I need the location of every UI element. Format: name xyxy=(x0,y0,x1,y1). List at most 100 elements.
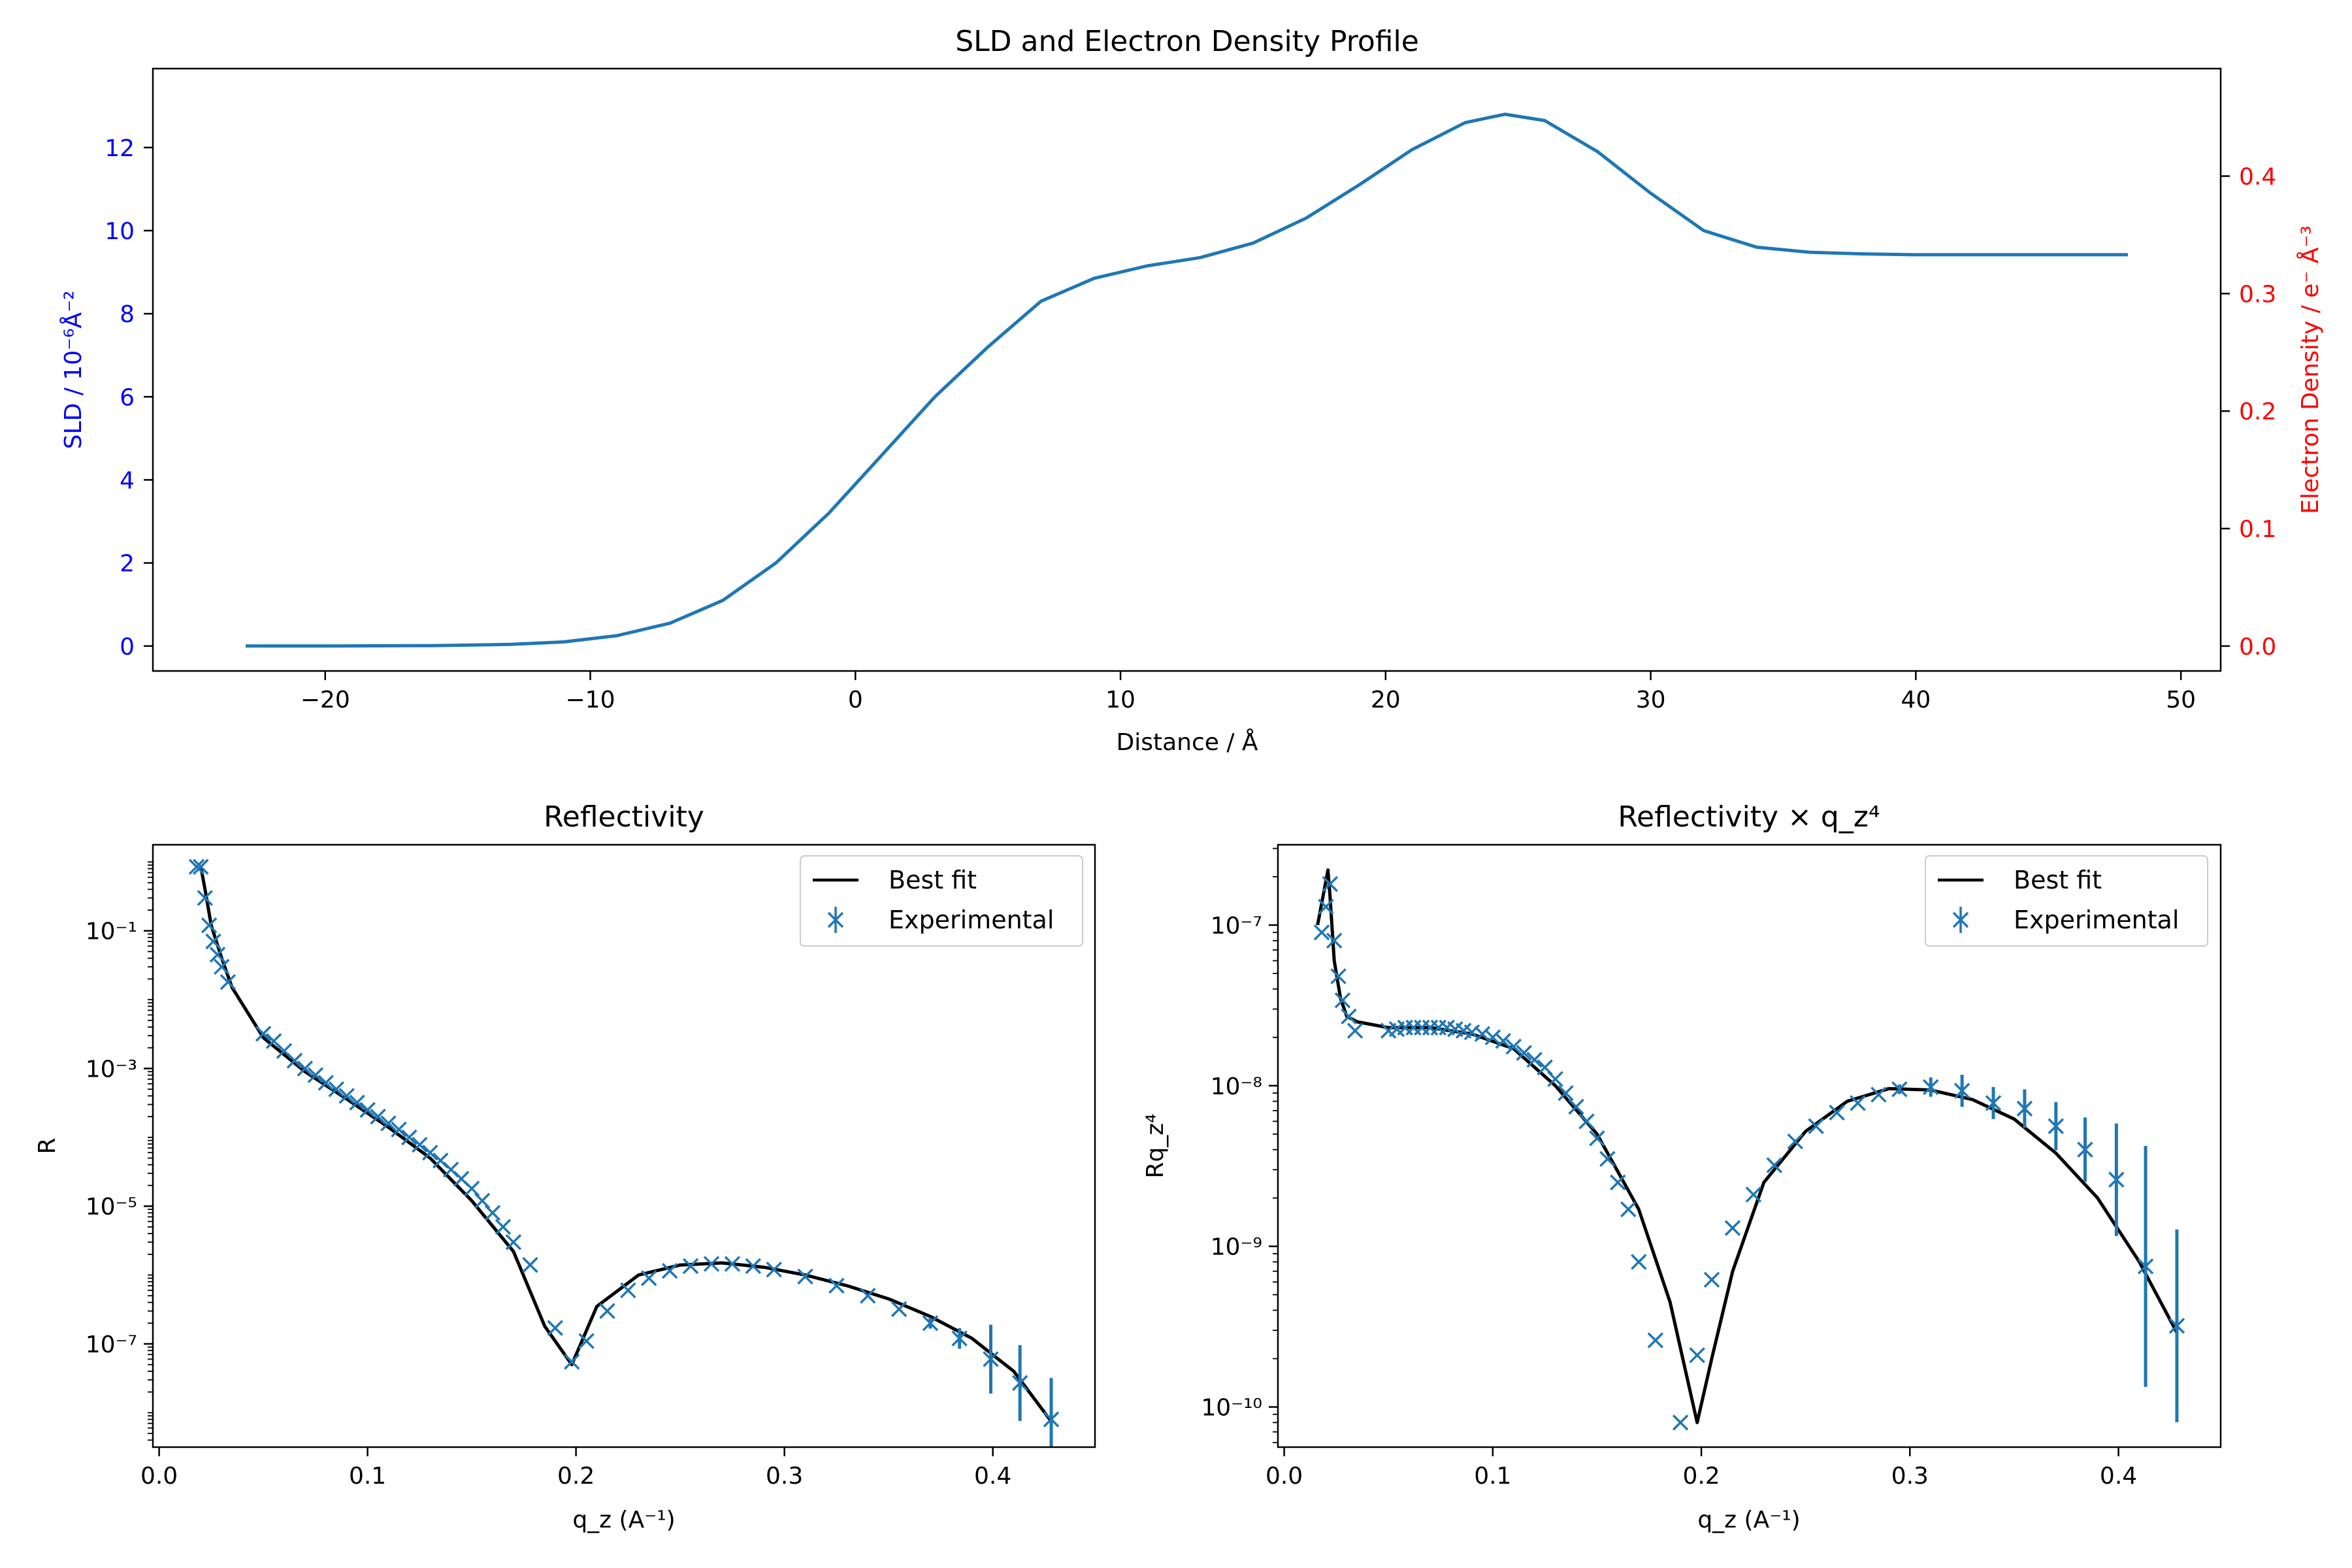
y-right-tick-label: 0.1 xyxy=(2239,516,2276,543)
data-point xyxy=(724,1256,741,1272)
x-tick-label: 0.2 xyxy=(1682,1463,1720,1490)
data-point xyxy=(214,958,230,975)
x-tick-label: 0.1 xyxy=(349,1463,386,1490)
data-point xyxy=(328,1081,344,1098)
data-point xyxy=(547,1320,563,1336)
data-point xyxy=(193,858,209,875)
x-tick-label: 0.0 xyxy=(1266,1463,1303,1490)
y-tick-label: 10⁻⁵ xyxy=(86,1194,137,1220)
plot-frame xyxy=(1277,843,2222,1448)
y-tick-label: 8 xyxy=(120,301,135,328)
x-tick-label: 0.4 xyxy=(974,1463,1011,1490)
y-axis-label: R xyxy=(34,1137,61,1154)
data-point xyxy=(599,1303,615,1319)
data-point xyxy=(745,1258,762,1275)
x-tick-label: 0.0 xyxy=(140,1463,178,1490)
data-point xyxy=(1347,1022,1364,1039)
y-tick-label: 10⁻⁷ xyxy=(86,1331,137,1358)
legend-label: Best fit xyxy=(889,866,977,894)
data-point xyxy=(1495,1033,1512,1049)
data-point xyxy=(1953,1074,1970,1107)
data-point xyxy=(1484,1029,1501,1046)
data-point xyxy=(522,1256,538,1273)
data-point xyxy=(682,1258,699,1275)
chart-title: Reflectivity × q_z⁴ xyxy=(1618,800,1880,834)
y-right-tick-label: 0.4 xyxy=(2239,164,2276,191)
data-point xyxy=(1808,1118,1824,1134)
data-point xyxy=(1330,968,1347,985)
data-point xyxy=(209,947,226,963)
reflectivity-chart: Reflectivity 0.0 0.1 0.2 0.3 0.4 10⁻¹ 10⁻³ 10⁻⁵… xyxy=(34,800,1096,1533)
data-point xyxy=(1689,1347,1705,1364)
data-point xyxy=(890,1301,907,1317)
y-tick-label: 10⁻³ xyxy=(86,1056,137,1083)
x-tick-label: −10 xyxy=(566,687,615,713)
data-point xyxy=(1703,1271,1720,1288)
data-point xyxy=(1322,875,1339,892)
data-point xyxy=(1766,1157,1783,1173)
data-point xyxy=(1505,1038,1522,1055)
data-point xyxy=(338,1088,355,1104)
data-point xyxy=(564,1354,580,1370)
y-tick-label: 10⁻¹⁰ xyxy=(1201,1395,1262,1422)
data-point xyxy=(422,1144,438,1161)
legend-marker-swatch xyxy=(1952,907,1969,933)
data-point xyxy=(1318,898,1334,915)
data-point xyxy=(1599,1151,1616,1168)
data-point xyxy=(1631,1254,1647,1270)
data-point xyxy=(1870,1086,1887,1103)
plot-frame xyxy=(152,843,1096,1448)
data-point xyxy=(1850,1095,1866,1111)
data-point xyxy=(922,1315,939,1331)
data-point xyxy=(307,1067,324,1083)
data-point xyxy=(766,1261,782,1278)
data-point xyxy=(1313,924,1330,941)
y-tick-label: 2 xyxy=(120,551,135,578)
y-right-tick-label: 0.2 xyxy=(2239,399,2276,425)
plot-frame xyxy=(152,67,2222,672)
data-point xyxy=(983,1324,999,1394)
data-point xyxy=(1672,1414,1689,1431)
data-point xyxy=(1578,1113,1595,1130)
data-point xyxy=(1724,1220,1741,1236)
data-point xyxy=(2108,1123,2125,1236)
data-point xyxy=(797,1268,813,1285)
data-point xyxy=(474,1192,491,1209)
chart-title: Reflectivity xyxy=(544,800,704,834)
y-tick-label: 6 xyxy=(120,384,135,411)
data-point xyxy=(703,1256,720,1272)
y-tick-label: 10 xyxy=(105,218,135,245)
data-point xyxy=(495,1218,512,1235)
data-point xyxy=(661,1262,678,1279)
x-tick-label: 10 xyxy=(1105,687,1135,713)
x-tick-label: 50 xyxy=(2166,687,2196,713)
x-tick-label: 0.4 xyxy=(2100,1463,2137,1490)
data-point xyxy=(1620,1201,1637,1218)
data-point xyxy=(197,890,213,906)
legend: Best fit Experimental xyxy=(800,855,1083,947)
y-axis-label: Rq_z⁴ xyxy=(1142,1113,1169,1178)
data-point xyxy=(1326,932,1343,949)
data-point xyxy=(1516,1045,1532,1061)
y-tick-label: 10⁻⁸ xyxy=(1211,1073,1262,1100)
data-point xyxy=(1011,1345,1028,1421)
data-point xyxy=(1923,1077,1939,1097)
legend-box xyxy=(1925,855,2208,947)
data-point xyxy=(412,1136,428,1153)
data-point xyxy=(1341,1008,1357,1024)
legend-label: Experimental xyxy=(889,906,1054,934)
data-point xyxy=(951,1328,968,1349)
y-axis-right-label: Electron Density / e⁻ Å⁻³ xyxy=(2296,225,2324,514)
data-point xyxy=(1568,1098,1584,1115)
data-point xyxy=(1589,1130,1605,1147)
data-point xyxy=(349,1094,365,1111)
legend: Best fit Experimental xyxy=(1925,855,2208,947)
data-point xyxy=(641,1270,657,1286)
y-tick-label: 12 xyxy=(105,135,135,162)
data-point xyxy=(1647,1332,1664,1348)
y-tick-label: 0 xyxy=(120,634,135,661)
data-point xyxy=(401,1129,417,1146)
x-tick-label: 40 xyxy=(1901,687,1931,713)
data-point xyxy=(2016,1089,2033,1128)
